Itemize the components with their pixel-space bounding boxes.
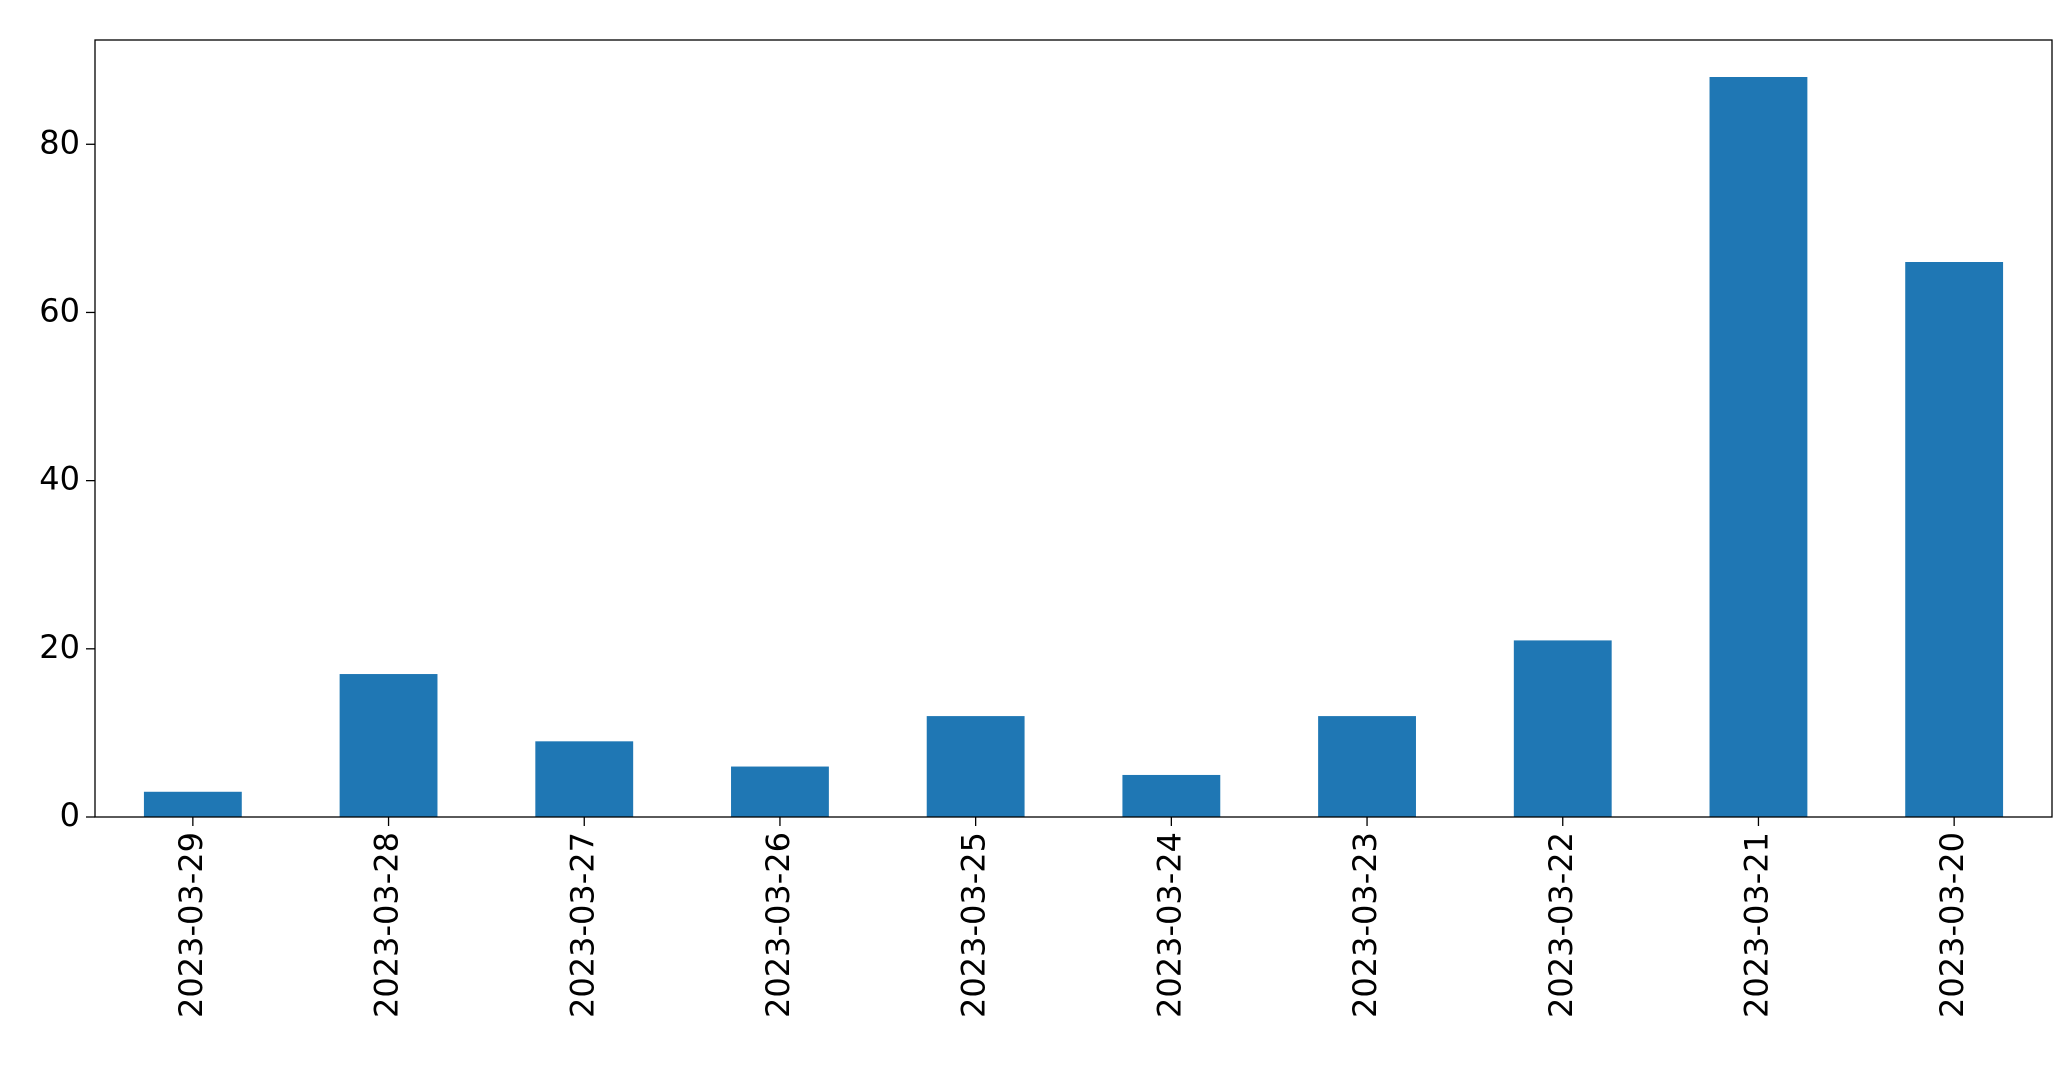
bar bbox=[1709, 77, 1808, 817]
bar bbox=[1905, 262, 2004, 817]
bar bbox=[1513, 640, 1612, 817]
y-tick-label: 60 bbox=[39, 291, 80, 329]
x-tick-label: 2023-03-25 bbox=[955, 832, 993, 1018]
y-tick-label: 80 bbox=[39, 123, 80, 161]
bar bbox=[535, 741, 634, 817]
bar bbox=[926, 716, 1025, 817]
x-tick-label: 2023-03-27 bbox=[563, 832, 601, 1018]
bar bbox=[143, 791, 242, 817]
x-tick-label: 2023-03-29 bbox=[172, 832, 210, 1018]
x-tick-label: 2023-03-21 bbox=[1737, 832, 1775, 1018]
y-tick-label: 0 bbox=[60, 796, 80, 834]
bar bbox=[731, 766, 829, 817]
x-tick-label: 2023-03-26 bbox=[759, 832, 797, 1018]
x-tick-label: 2023-03-20 bbox=[1933, 832, 1971, 1018]
bar bbox=[1318, 716, 1416, 817]
y-tick-label: 40 bbox=[39, 460, 80, 498]
x-tick-label: 2023-03-22 bbox=[1542, 832, 1580, 1018]
bar bbox=[339, 674, 438, 817]
y-tick-label: 20 bbox=[39, 628, 80, 666]
x-tick-label: 2023-03-28 bbox=[368, 832, 406, 1018]
x-tick-label: 2023-03-24 bbox=[1150, 832, 1188, 1018]
bar bbox=[1122, 774, 1221, 817]
plot-frame bbox=[94, 39, 2053, 818]
x-tick-label: 2023-03-23 bbox=[1346, 832, 1384, 1018]
